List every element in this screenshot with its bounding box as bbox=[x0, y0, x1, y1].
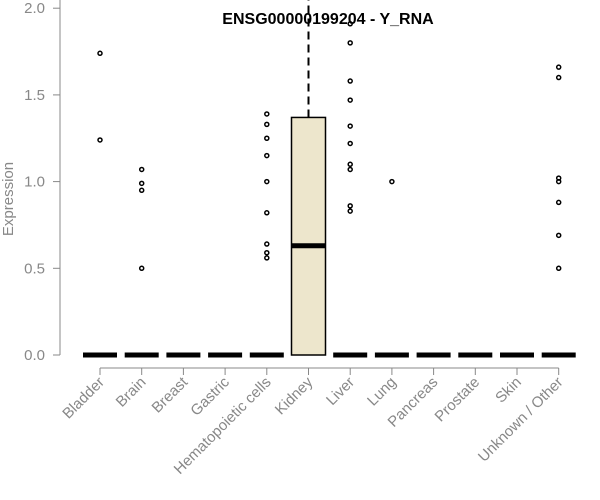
outlier-point bbox=[264, 111, 270, 117]
y-tick-label: 0.5 bbox=[24, 260, 45, 277]
y-tick-label: 1.0 bbox=[24, 174, 45, 191]
outlier-point bbox=[264, 241, 270, 247]
outlier-point bbox=[347, 140, 353, 147]
x-tick-label: Brain bbox=[113, 374, 150, 411]
plot-area bbox=[83, 0, 576, 358]
outlier-point bbox=[347, 123, 353, 129]
y-tick-label: 0.0 bbox=[24, 347, 45, 364]
outlier-point bbox=[347, 161, 353, 168]
outlier-point bbox=[347, 166, 353, 173]
outlier-point bbox=[347, 78, 353, 84]
outlier-point bbox=[138, 180, 145, 187]
outlier-point bbox=[138, 265, 145, 272]
box-group bbox=[541, 64, 576, 358]
box-group bbox=[333, 21, 368, 358]
chart-title: ENSG00000199204 - Y_RNA bbox=[222, 11, 434, 28]
outlier-point bbox=[555, 232, 562, 239]
box-group bbox=[374, 178, 409, 358]
outlier-point bbox=[138, 187, 145, 194]
outlier-point bbox=[555, 199, 562, 206]
outlier-point bbox=[264, 178, 270, 185]
y-tick-label: 2.0 bbox=[24, 0, 45, 17]
x-tick-label: Lung bbox=[364, 374, 400, 410]
box-group bbox=[249, 111, 284, 358]
x-tick-label: Bladder bbox=[59, 374, 108, 423]
outlier-point bbox=[264, 135, 270, 141]
box-group bbox=[124, 166, 159, 358]
outlier-point bbox=[555, 178, 562, 185]
outlier-point bbox=[264, 249, 270, 256]
box-group bbox=[416, 352, 451, 358]
x-tick-label: Breast bbox=[149, 373, 192, 416]
outlier-point bbox=[555, 265, 562, 272]
outlier-point bbox=[347, 203, 353, 209]
outlier-point bbox=[555, 74, 562, 81]
y-axis-label: Expression bbox=[0, 162, 17, 236]
box-rect bbox=[290, 116, 327, 356]
outlier-point bbox=[97, 50, 103, 57]
y-tick-label: 1.5 bbox=[24, 87, 45, 104]
outlier-point bbox=[347, 97, 353, 103]
x-tick-label: Liver bbox=[323, 374, 358, 409]
x-tick-label: Skin bbox=[492, 374, 525, 407]
outlier-point bbox=[264, 121, 270, 128]
x-tick-label: Prostate bbox=[432, 374, 484, 426]
box-group bbox=[290, 0, 327, 356]
outlier-point bbox=[389, 178, 395, 185]
box-group bbox=[83, 50, 117, 358]
y-axis: 0.00.51.01.52.02.53.03.5 bbox=[24, 0, 61, 364]
outlier-point bbox=[138, 166, 145, 173]
outlier-point bbox=[264, 210, 270, 216]
outlier-point bbox=[347, 208, 353, 214]
outlier-point bbox=[264, 152, 270, 159]
outlier-point bbox=[555, 64, 562, 70]
x-tick-label: Kidney bbox=[272, 373, 317, 418]
outlier-point bbox=[347, 40, 353, 46]
outlier-point bbox=[97, 137, 103, 143]
outlier-point bbox=[264, 255, 270, 261]
outlier-point bbox=[347, 21, 353, 27]
